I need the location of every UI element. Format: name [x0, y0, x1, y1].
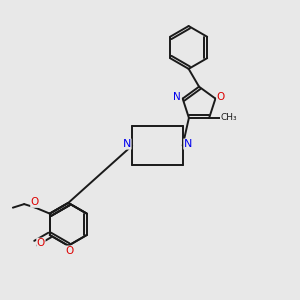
Text: O: O — [66, 246, 74, 256]
Text: N: N — [173, 92, 181, 102]
Text: O: O — [37, 238, 45, 248]
Text: N: N — [184, 139, 192, 149]
Text: O: O — [31, 197, 39, 207]
Text: N: N — [123, 139, 131, 149]
Text: CH₃: CH₃ — [220, 113, 237, 122]
Text: O: O — [217, 92, 225, 102]
